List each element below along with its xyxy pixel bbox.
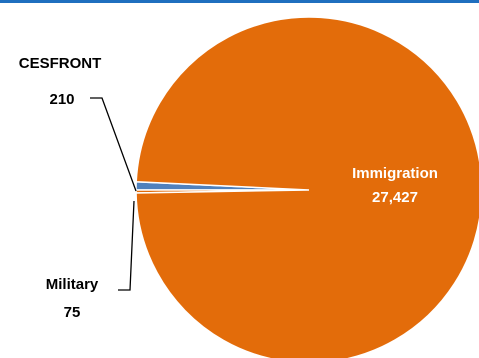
pie-slices [135,16,479,358]
data-label-immigration-value: 27,427 [372,189,418,206]
data-label-military-value: 75 [64,304,81,321]
leader-line-cesfront [90,97,137,192]
pie-slice-immigration [135,16,479,358]
data-label-military-name: Military [46,276,99,293]
leader-line-military [118,200,135,291]
data-label-cesfront-value: 210 [49,91,74,108]
top-rule [0,0,479,3]
data-label-cesfront-name: CESFRONT [19,55,102,72]
data-label-immigration-name: Immigration [352,165,438,182]
